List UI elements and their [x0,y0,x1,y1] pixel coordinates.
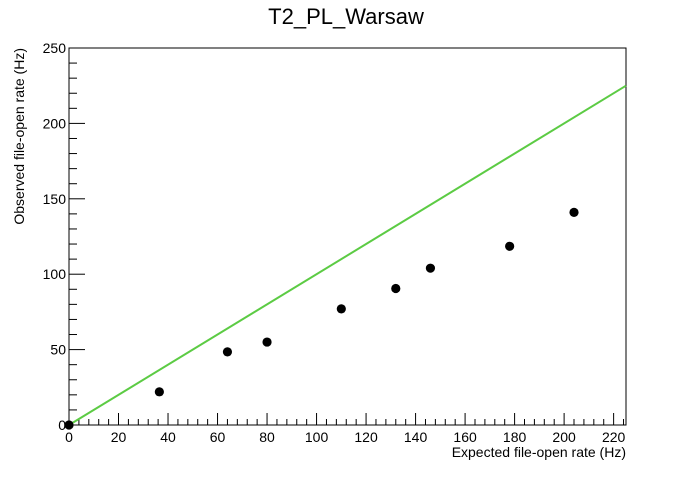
data-point [505,241,515,251]
x-tick-label: 80 [259,429,275,445]
y-tick-label: 50 [50,342,66,358]
x-axis-title: Expected file-open rate (Hz) [452,444,626,460]
y-tick-label: 0 [58,417,66,433]
reference-line [68,84,627,426]
data-point [154,387,164,397]
x-tick-label: 40 [160,429,176,445]
y-tick-label: 100 [43,266,67,282]
y-tick-label: 150 [43,191,67,207]
data-point [425,263,436,273]
x-tick-label: 180 [503,429,527,445]
x-tick-label: 60 [210,429,226,445]
y-tick-label: 200 [43,115,67,131]
x-tick-label: 200 [552,429,576,445]
x-tick-label: 100 [305,429,329,445]
data-point [569,207,579,217]
reference-line-layer [68,84,627,426]
data-point [336,304,346,314]
x-tick-label: 220 [602,429,626,445]
data-points [64,207,579,430]
data-point [64,420,74,430]
x-tick-label: 160 [453,429,477,445]
y-tick-label: 250 [43,40,67,56]
chart-title: T2_PL_Warsaw [268,4,424,29]
x-tick-label: 140 [404,429,428,445]
x-tick-label: 0 [65,429,73,445]
data-point [262,337,272,347]
y-axis-title: Observed file-open rate (Hz) [11,48,27,225]
x-tick-label: 120 [354,429,378,445]
data-point [391,283,401,294]
axes: 0 20 40 60 80 100 120 140 160 180 200 220 0 50 100 150 2… [43,40,627,445]
data-point [222,347,233,357]
plot-frame [68,47,627,426]
x-tick-label: 20 [111,429,127,445]
